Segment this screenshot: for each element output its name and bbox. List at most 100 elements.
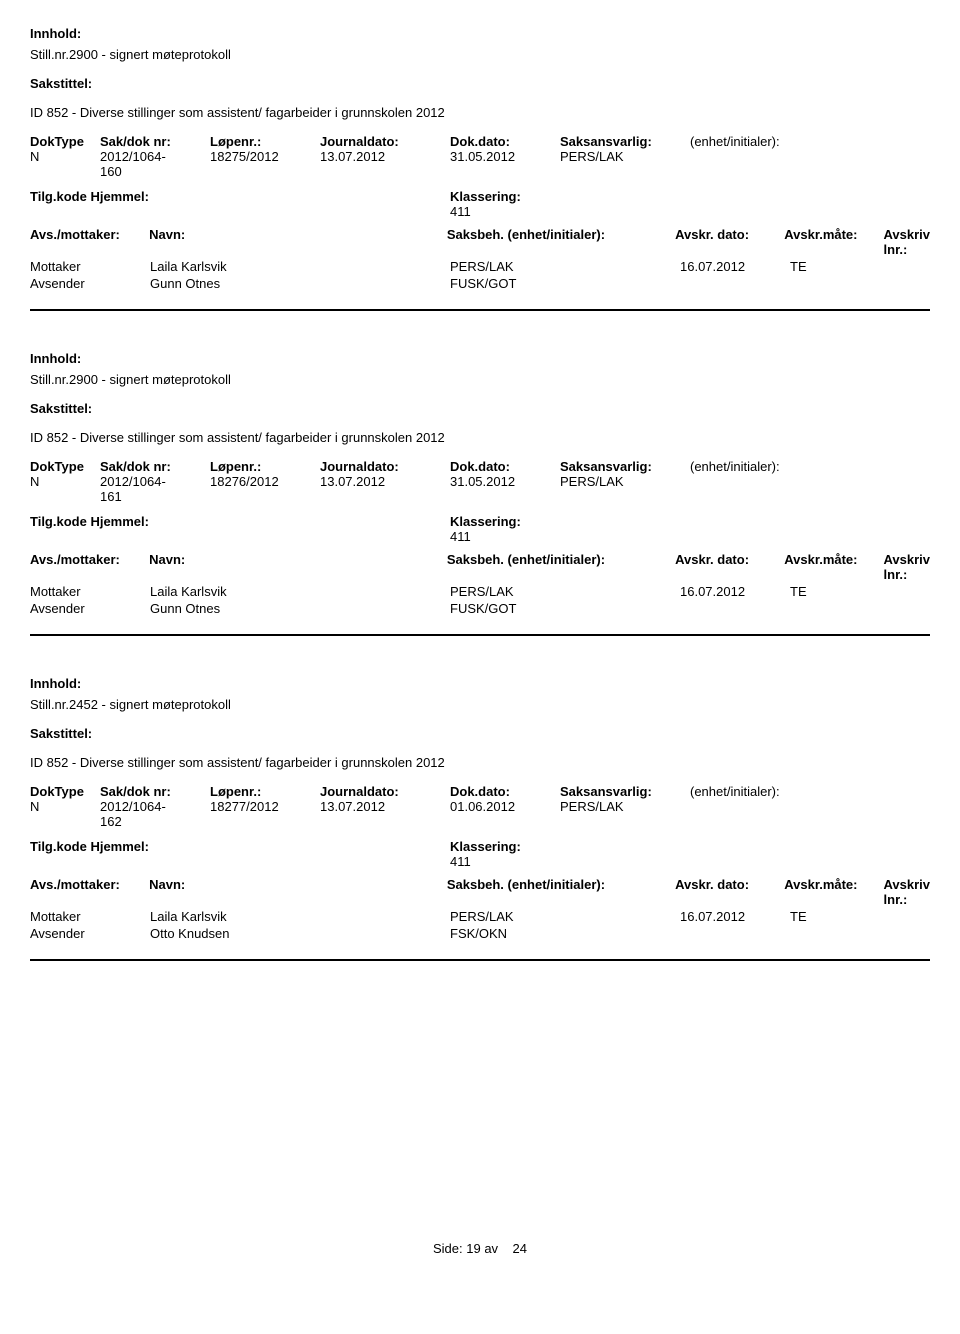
page-total: 24 (513, 1241, 527, 1256)
party-saksbeh: PERS/LAK (450, 259, 680, 274)
journal-record: Innhold: Still.nr.2900 - signert møtepro… (30, 351, 930, 636)
party-avskrdato (680, 601, 790, 616)
innhold-label: Innhold: (30, 351, 930, 366)
tilgkode-label: Tilg.kode (30, 514, 87, 529)
hjemmel-label: Hjemmel: (90, 839, 149, 854)
field-value-row: N 2012/1064-161 18276/2012 13.07.2012 31… (30, 474, 930, 504)
sakdok-value: 2012/1064-161 (100, 474, 210, 504)
klassering-label: Klassering: (450, 189, 930, 204)
tilgkode-label: Tilg.kode (30, 839, 87, 854)
party-role: Avsender (30, 276, 150, 291)
field-value-row: N 2012/1064-160 18275/2012 13.07.2012 31… (30, 149, 930, 179)
party-name: Laila Karlsvik (150, 259, 450, 274)
field-header-row: DokType Sak/dok nr: Løpenr.: Journaldato… (30, 784, 930, 799)
record-title: Still.nr.2900 - signert møteprotokoll (30, 47, 930, 62)
journaldato-value: 13.07.2012 (320, 149, 450, 179)
dokdato-value: 01.06.2012 (450, 799, 560, 829)
journaldato-label: Journaldato: (320, 784, 450, 799)
record-divider (30, 309, 930, 311)
avsmottaker-label: Avs./mottaker: (30, 552, 149, 582)
party-avskrdato: 16.07.2012 (680, 909, 790, 924)
sakdok-label: Sak/dok nr: (100, 134, 210, 149)
enhet-value (690, 474, 930, 504)
party-avskrmaate: TE (790, 584, 890, 599)
tilg-row: Tilg.kode Hjemmel: Klassering: 411 (30, 189, 930, 219)
avsmottaker-label: Avs./mottaker: (30, 227, 149, 257)
saksbeh-label: Saksbeh. (enhet/initialer): (447, 552, 675, 582)
page-footer: Side: 19 av 24 (30, 1241, 930, 1256)
party-avskrivlnr (890, 259, 930, 274)
party-role: Mottaker (30, 909, 150, 924)
party-row: Mottaker Laila Karlsvik PERS/LAK 16.07.2… (30, 584, 930, 599)
side-label: Side: (433, 1241, 463, 1256)
journal-record: Innhold: Still.nr.2452 - signert møtepro… (30, 676, 930, 961)
lopenr-value: 18276/2012 (210, 474, 320, 504)
field-header-row: DokType Sak/dok nr: Løpenr.: Journaldato… (30, 459, 930, 474)
journaldato-value: 13.07.2012 (320, 474, 450, 504)
field-value-row: N 2012/1064-162 18277/2012 13.07.2012 01… (30, 799, 930, 829)
party-saksbeh: FUSK/GOT (450, 276, 680, 291)
field-header-row: DokType Sak/dok nr: Løpenr.: Journaldato… (30, 134, 930, 149)
journaldato-value: 13.07.2012 (320, 799, 450, 829)
party-avskrivlnr (890, 926, 930, 941)
enhet-label: (enhet/initialer): (690, 784, 930, 799)
party-avskrmaate: TE (790, 259, 890, 274)
doktype-value: N (30, 799, 100, 829)
avskrmaate-label: Avskr.måte: (784, 227, 883, 257)
party-avskrivlnr (890, 276, 930, 291)
party-header-row: Avs./mottaker: Navn: Saksbeh. (enhet/ini… (30, 552, 930, 582)
avskrmaate-label: Avskr.måte: (784, 552, 883, 582)
party-saksbeh: PERS/LAK (450, 909, 680, 924)
enhet-label: (enhet/initialer): (690, 134, 930, 149)
enhet-value (690, 149, 930, 179)
party-avskrdato: 16.07.2012 (680, 584, 790, 599)
sakdok-label: Sak/dok nr: (100, 784, 210, 799)
party-row: Avsender Gunn Otnes FUSK/GOT (30, 601, 930, 616)
navn-label: Navn: (149, 227, 447, 257)
party-row: Mottaker Laila Karlsvik PERS/LAK 16.07.2… (30, 259, 930, 274)
lopenr-label: Løpenr.: (210, 134, 320, 149)
tilgkode-label: Tilg.kode (30, 189, 87, 204)
lopenr-value: 18277/2012 (210, 799, 320, 829)
party-role: Mottaker (30, 584, 150, 599)
dokdato-value: 31.05.2012 (450, 149, 560, 179)
doktype-value: N (30, 149, 100, 179)
lopenr-value: 18275/2012 (210, 149, 320, 179)
party-saksbeh: FUSK/GOT (450, 601, 680, 616)
avskrmaate-label: Avskr.måte: (784, 877, 883, 907)
saksansvarlig-label: Saksansvarlig: (560, 134, 690, 149)
navn-label: Navn: (149, 552, 447, 582)
record-divider (30, 959, 930, 961)
navn-label: Navn: (149, 877, 447, 907)
party-name: Laila Karlsvik (150, 909, 450, 924)
party-avskrdato: 16.07.2012 (680, 259, 790, 274)
tilg-row: Tilg.kode Hjemmel: Klassering: 411 (30, 839, 930, 869)
sakdok-value: 2012/1064-160 (100, 149, 210, 179)
saksansvarlig-label: Saksansvarlig: (560, 784, 690, 799)
journal-record: Innhold: Still.nr.2900 - signert møtepro… (30, 26, 930, 311)
avskrivlnr-label: Avskriv lnr.: (884, 227, 931, 257)
sakstittel-label: Sakstittel: (30, 726, 930, 741)
party-avskrivlnr (890, 584, 930, 599)
avskrivlnr-label: Avskriv lnr.: (884, 877, 931, 907)
doktype-label: DokType (30, 134, 100, 149)
saksansvarlig-value: PERS/LAK (560, 474, 690, 504)
party-header-row: Avs./mottaker: Navn: Saksbeh. (enhet/ini… (30, 227, 930, 257)
case-title: ID 852 - Diverse stillinger som assisten… (30, 105, 930, 120)
doktype-label: DokType (30, 459, 100, 474)
sakstittel-label: Sakstittel: (30, 401, 930, 416)
party-avskrdato (680, 926, 790, 941)
sakdok-value: 2012/1064-162 (100, 799, 210, 829)
journaldato-label: Journaldato: (320, 459, 450, 474)
party-avskrmaate: TE (790, 909, 890, 924)
dokdato-label: Dok.dato: (450, 784, 560, 799)
case-title: ID 852 - Diverse stillinger som assisten… (30, 430, 930, 445)
party-avskrmaate (790, 601, 890, 616)
party-role: Avsender (30, 926, 150, 941)
party-saksbeh: PERS/LAK (450, 584, 680, 599)
party-row: Mottaker Laila Karlsvik PERS/LAK 16.07.2… (30, 909, 930, 924)
party-header-row: Avs./mottaker: Navn: Saksbeh. (enhet/ini… (30, 877, 930, 907)
avskrivlnr-label: Avskriv lnr.: (884, 552, 931, 582)
party-saksbeh: FSK/OKN (450, 926, 680, 941)
lopenr-label: Løpenr.: (210, 784, 320, 799)
